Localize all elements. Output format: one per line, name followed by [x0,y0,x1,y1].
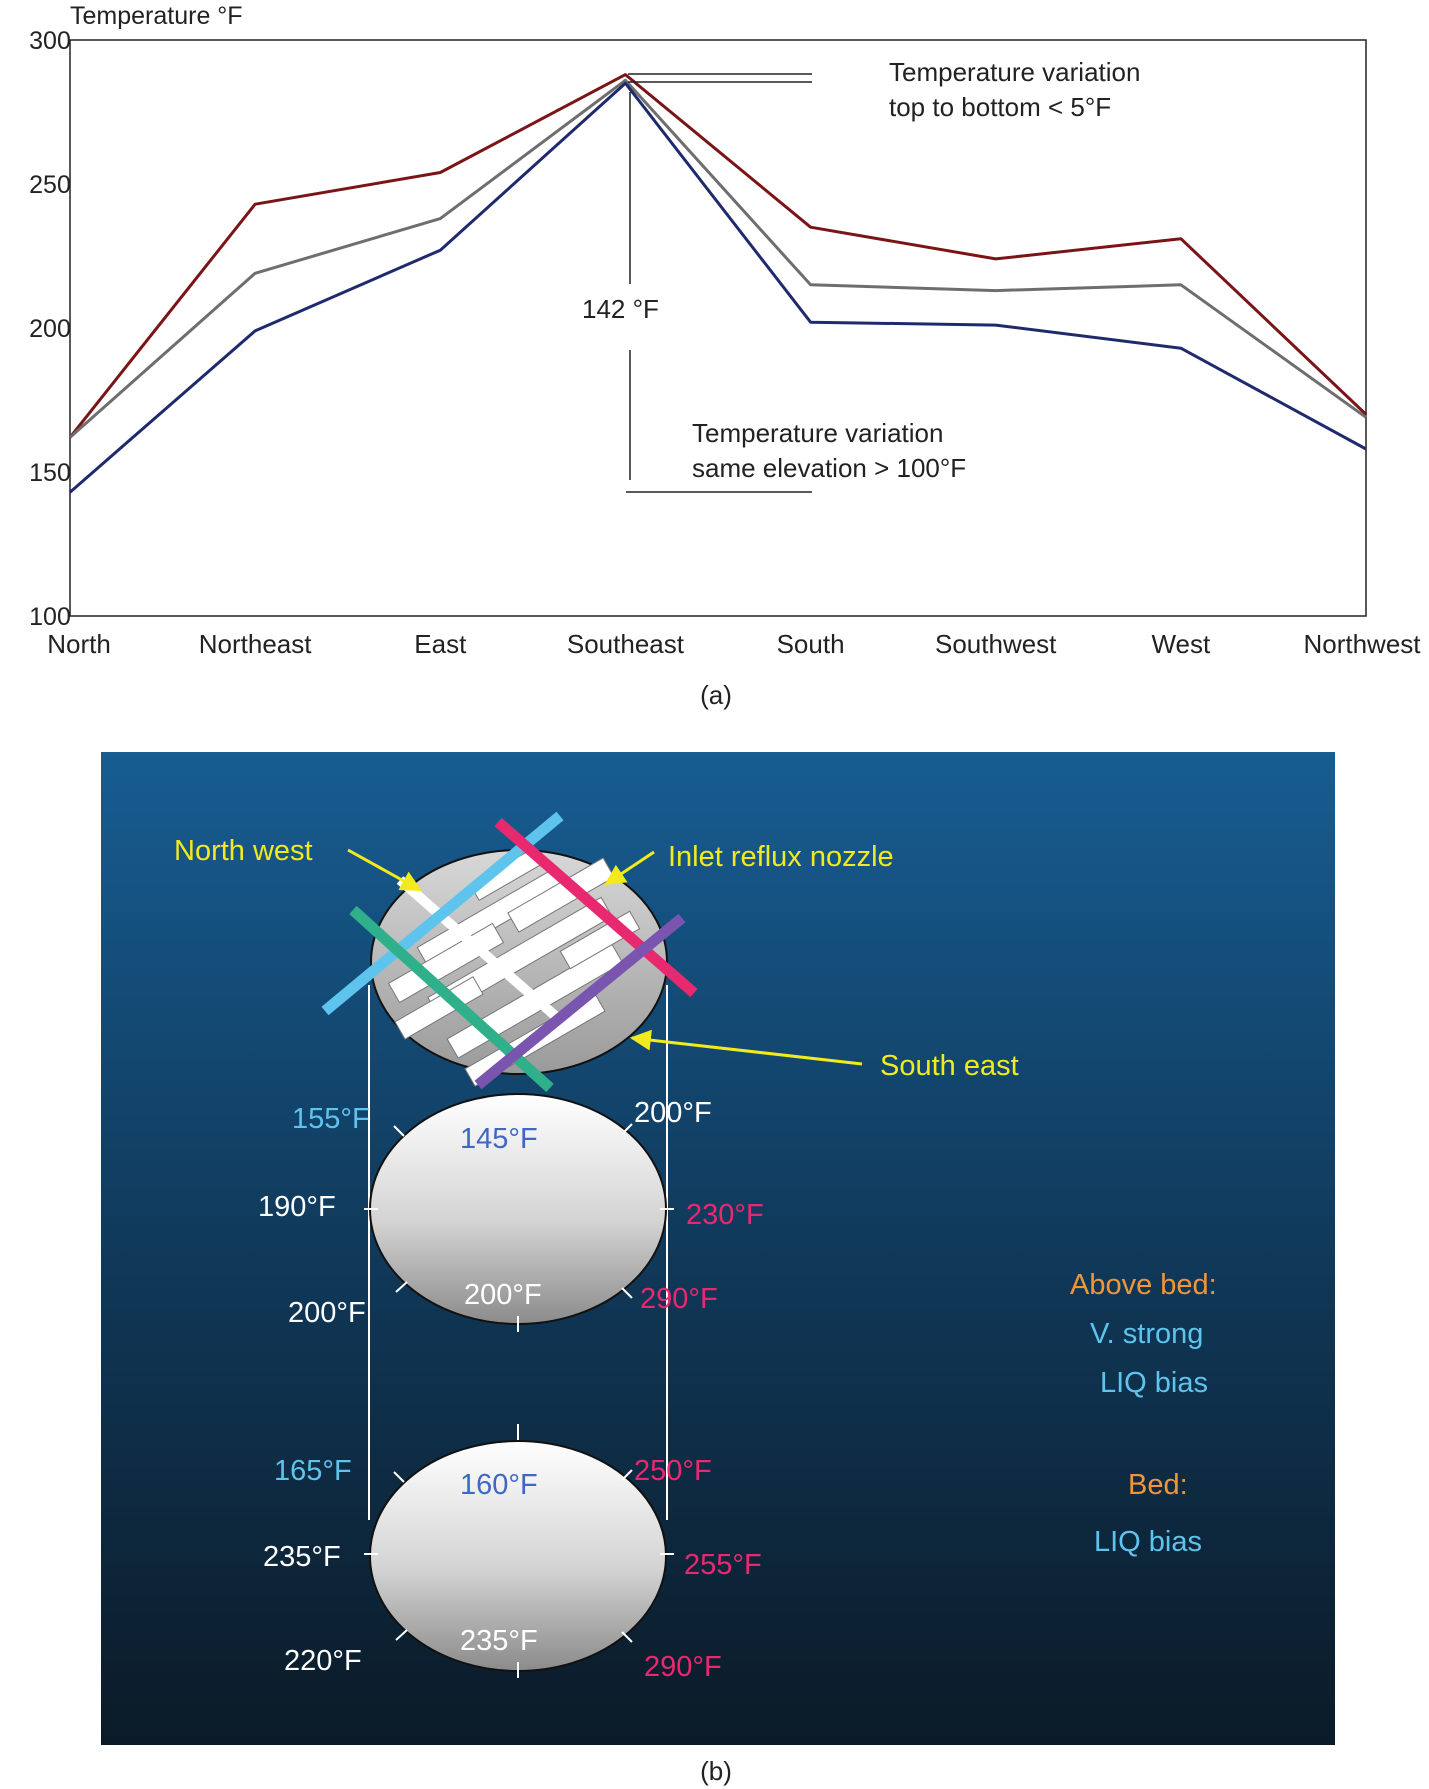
y-tick-label-1: 150 [29,459,71,487]
y-tick-label-4: 300 [29,27,71,55]
upper-left-temp: 190°F [258,1191,336,1223]
annotation-top-text-1: Temperature variation [889,57,1140,87]
y-axis-label: Temperature °F [70,2,243,30]
arrow-north-west [347,848,422,892]
plot-frame [69,39,1367,617]
label-south-east: South east [880,1050,1019,1082]
x-tick-label-4: South [777,629,845,659]
lower-top-left-temp: 165°F [274,1455,352,1487]
x-tick-label-3: Southeast [567,629,685,659]
caption-b: (b) [700,1756,732,1786]
magenta-bar [494,817,698,998]
series-lines [68,73,1368,494]
series-line-2 [69,81,1367,494]
lower-right-temp: 255°F [684,1549,762,1581]
legend-bed-line1: LIQ bias [1094,1526,1202,1558]
lower-left-temp: 235°F [263,1541,341,1573]
annotation-bottom-text-1: Temperature variation [692,418,943,448]
diagram-background [101,752,1335,1745]
x-tick-label-2: East [414,629,467,659]
y-tick-label-0: 100 [29,603,71,631]
label-north-west: North west [174,835,313,867]
x-tick-label-7: Northwest [1303,629,1421,659]
x-tick-label-5: Southwest [935,629,1057,659]
tray-top-view [370,849,668,1087]
upper-ring [369,1093,667,1325]
lower-top-right-temp: 250°F [634,1455,712,1487]
series-line-0 [68,73,1368,439]
upper-top-center-temp: 145°F [460,1123,538,1155]
legend-bed-title: Bed: [1128,1469,1188,1501]
upper-bottom-center-temp: 200°F [464,1279,542,1311]
upper-top-right-temp: 200°F [634,1097,712,1129]
legend-above-bed-title: Above bed: [1070,1269,1217,1301]
upper-right-temp: 230°F [686,1199,764,1231]
caption-a: (a) [700,680,732,710]
span-label: 142 °F [582,294,659,324]
upper-bottom-right-temp: 290°F [640,1283,718,1315]
legend-above-bed-line1: V. strong [1090,1318,1203,1350]
label-inlet-reflux-nozzle: Inlet reflux nozzle [668,841,894,873]
series-line-1 [69,78,1367,439]
y-tick-label-2: 200 [29,315,71,343]
arrow-inlet [604,850,655,886]
annotation-top-text-2: top to bottom < 5°F [889,92,1111,122]
legend-above-bed-line2: LIQ bias [1100,1367,1208,1399]
x-tick-label-1: Northeast [199,629,312,659]
x-tick-label-0: North [47,629,111,659]
y-tick-labels: 100 150 200 250 300 [29,27,71,631]
x-tick-label-6: West [1151,629,1211,659]
upper-ring-ticks [364,1123,674,1332]
lower-ring-ticks [364,1424,674,1678]
upper-top-left-temp: 155°F [292,1103,370,1135]
green-bar [349,905,554,1093]
lower-bottom-right-temp: 290°F [644,1651,722,1683]
upper-bottom-left-temp: 200°F [288,1297,366,1329]
lower-top-center-temp: 160°F [460,1469,538,1501]
lower-ring [369,1440,667,1672]
arrow-south-east [629,1029,863,1066]
lower-bottom-center-temp: 235°F [460,1625,538,1657]
lower-bottom-left-temp: 220°F [284,1645,362,1677]
shell-lines [368,985,668,1520]
annotation-bottom-text-2: same elevation > 100°F [692,453,966,483]
purple-bar [474,913,686,1090]
y-tick-label-3: 250 [29,171,71,199]
x-tick-labels: North Northeast East Southeast South Southwes… [47,629,1421,659]
cyan-bar [321,811,564,1016]
